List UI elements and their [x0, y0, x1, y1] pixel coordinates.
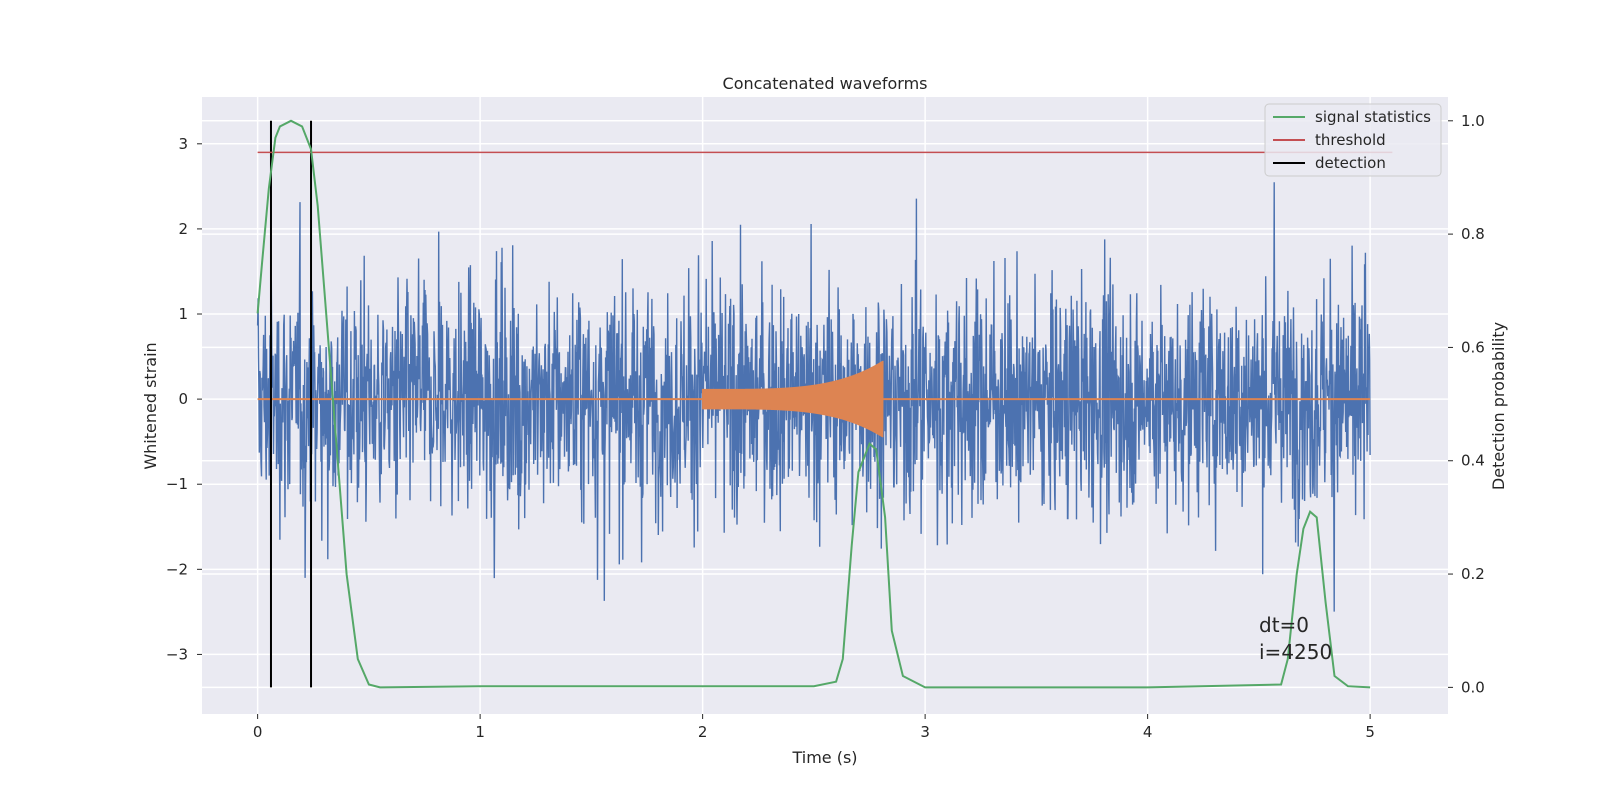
- y-axis-ticks: −3 −2 −1 0 1 2 3: [166, 135, 202, 663]
- right-axis-ticks: 0.0 0.2 0.4 0.6 0.8 1.0: [1448, 112, 1485, 696]
- signal-chirp: [701, 360, 884, 438]
- noise-trace: [256, 182, 1371, 612]
- x-axis-label: Time (s): [791, 748, 857, 767]
- y-tick-label: 0: [178, 390, 188, 408]
- right-tick-label: 0.4: [1461, 452, 1485, 470]
- annotation-dt: dt=0: [1259, 613, 1309, 637]
- detection-lines: [269, 120, 313, 688]
- chart-title: Concatenated waveforms: [723, 74, 928, 93]
- x-tick-label: 3: [920, 723, 930, 741]
- annotation-index: i=4250: [1259, 640, 1332, 664]
- y-tick-label: −1: [166, 475, 188, 493]
- legend: signal statistics threshold detection: [1264, 103, 1442, 177]
- y-tick-label: −2: [166, 560, 188, 578]
- legend-box: [1264, 103, 1442, 177]
- right-tick-label: 0.8: [1461, 225, 1485, 243]
- y-tick-label: 1: [178, 305, 188, 323]
- legend-label-detection: detection: [1315, 154, 1386, 172]
- injected-signal-series: [257, 360, 1371, 438]
- right-tick-label: 0.2: [1461, 565, 1485, 583]
- right-tick-label: 0.0: [1461, 678, 1485, 696]
- x-axis-ticks: 0 1 2 3 4 5: [253, 714, 1375, 741]
- legend-label-signal-statistics: signal statistics: [1315, 108, 1431, 126]
- x-tick-label: 5: [1365, 723, 1375, 741]
- y-tick-label: 3: [178, 135, 188, 153]
- right-tick-label: 1.0: [1461, 112, 1485, 130]
- x-tick-label: 1: [475, 723, 485, 741]
- x-tick-label: 4: [1143, 723, 1153, 741]
- y-tick-label: −3: [166, 645, 188, 663]
- grid-lines: [202, 97, 1448, 714]
- noise-series: [256, 182, 1371, 612]
- legend-label-threshold: threshold: [1315, 131, 1386, 149]
- y-axis-label: Whitened strain: [141, 342, 160, 469]
- x-tick-label: 2: [698, 723, 708, 741]
- right-tick-label: 0.6: [1461, 338, 1485, 356]
- right-axis-label: Detection probability: [1489, 322, 1508, 490]
- signal-statistics-line: [256, 119, 1371, 689]
- x-tick-label: 0: [253, 723, 263, 741]
- y-tick-label: 2: [178, 220, 188, 238]
